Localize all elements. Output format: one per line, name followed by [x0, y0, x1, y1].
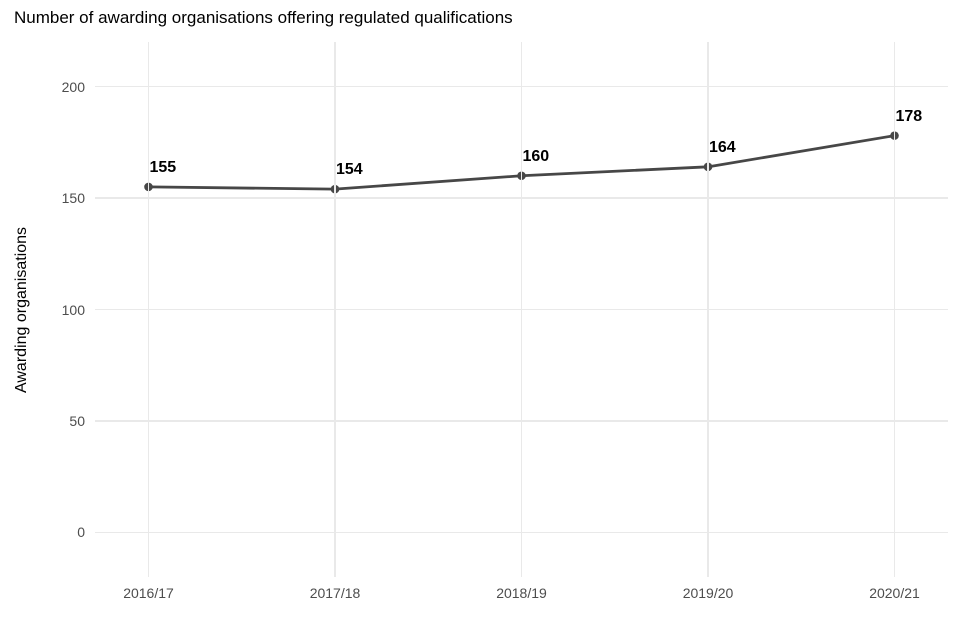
y-tick-label: 100: [61, 301, 85, 318]
gridline-x-1: [334, 42, 336, 577]
x-tick-label: 2020/21: [869, 585, 920, 601]
gridline-x-4: [893, 42, 896, 577]
chart-title: Number of awarding organisations offerin…: [14, 8, 513, 27]
y-tick-label: 150: [61, 190, 85, 207]
data-label-2017/18: 154: [336, 161, 363, 179]
y-tick-label: 200: [61, 78, 85, 95]
y-tick-label: 0: [77, 524, 85, 541]
gridline-x-3: [707, 42, 709, 577]
y-tick-label: 50: [69, 412, 85, 429]
data-label-2016/17: 155: [149, 158, 177, 176]
gridline-x-2: [520, 42, 523, 577]
data-label-2019/20: 164: [709, 138, 736, 156]
data-label-2018/19: 160: [522, 147, 550, 165]
x-tick-label: 2017/18: [309, 585, 361, 601]
x-tick-label: 2019/20: [682, 585, 734, 601]
gridline-x-0: [147, 42, 150, 577]
data-label-2020/21: 178: [895, 107, 923, 125]
x-tick-label: 2018/19: [496, 585, 547, 601]
x-tick-label: 2016/17: [123, 585, 174, 601]
